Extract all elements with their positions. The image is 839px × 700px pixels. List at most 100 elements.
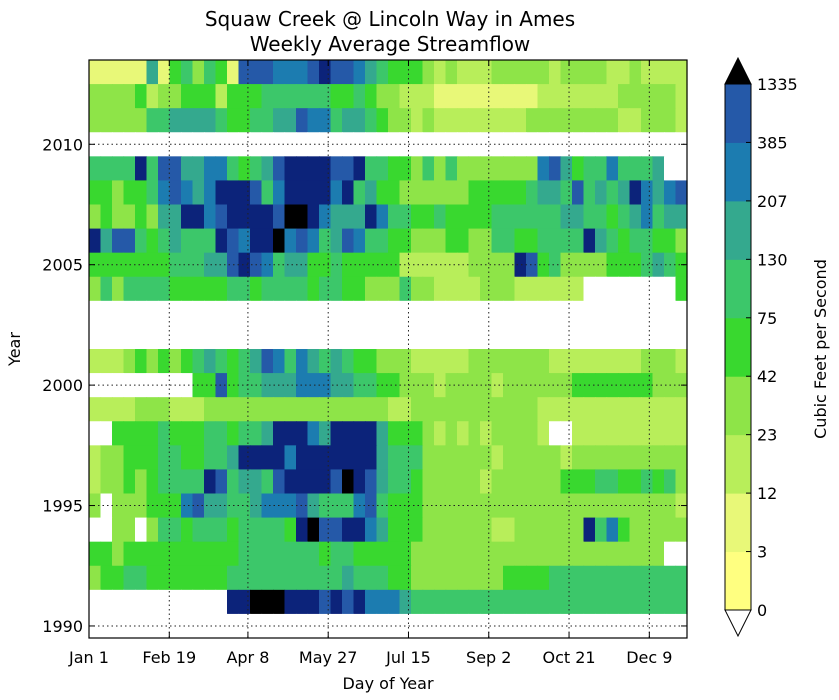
heatmap-cell [411, 300, 424, 326]
heatmap-cell [480, 324, 493, 350]
heatmap-cell [376, 349, 389, 374]
heatmap-cell [618, 397, 631, 422]
heatmap-cell [411, 493, 424, 519]
heatmap-cell [158, 397, 171, 422]
heatmap-cell [434, 60, 447, 85]
colorbar-tick-label: 130 [757, 250, 788, 269]
heatmap-cell [273, 180, 286, 206]
heatmap-cell [158, 517, 171, 543]
heatmap-cell [491, 300, 504, 326]
heatmap-cell [606, 204, 619, 230]
heatmap-cell [353, 84, 366, 109]
heatmap-cell [664, 469, 677, 495]
heatmap-cell [158, 349, 171, 374]
heatmap-cell [215, 252, 228, 278]
heatmap-cell [158, 228, 171, 254]
heatmap-cell [526, 541, 539, 567]
heatmap-cell [146, 421, 159, 446]
heatmap-cell [411, 349, 424, 374]
heatmap-cell [652, 517, 665, 543]
colorbar-segment [725, 376, 751, 436]
heatmap-cell [411, 397, 424, 422]
heatmap-cell [537, 397, 550, 422]
heatmap-cell [434, 228, 447, 254]
y-tick-label: 1990 [42, 617, 83, 636]
heatmap-cell [158, 300, 171, 326]
heatmap-cell [468, 397, 481, 422]
heatmap-cell [330, 228, 343, 254]
heatmap-cell [284, 60, 297, 85]
heatmap-cell [514, 541, 527, 567]
heatmap-cell [261, 397, 274, 422]
heatmap-cell [514, 204, 527, 230]
grid-lines [88, 60, 687, 638]
heatmap-cell [411, 132, 424, 157]
x-tick-label: Oct 21 [542, 648, 595, 667]
heatmap-cell [192, 397, 205, 422]
heatmap-cell [100, 108, 113, 133]
heatmap-cell [618, 300, 631, 326]
heatmap-cell [503, 276, 516, 302]
heatmap-cell [181, 373, 194, 398]
heatmap-cell [238, 421, 251, 446]
heatmap-cell [238, 300, 251, 326]
heatmap-cell [618, 493, 631, 519]
heatmap-cell [606, 228, 619, 254]
heatmap-cell [146, 541, 159, 567]
heatmap-cell [480, 276, 493, 302]
heatmap-cell [629, 180, 642, 206]
heatmap-cell [100, 517, 113, 543]
heatmap-cell [296, 108, 309, 133]
heatmap-cell [445, 565, 458, 591]
heatmap-cell [618, 60, 631, 85]
heatmap-cell [342, 445, 355, 471]
heatmap-cell [480, 517, 493, 543]
y-axis-label: Year [5, 332, 24, 367]
heatmap-cell [422, 324, 435, 350]
heatmap-cell [100, 84, 113, 109]
heatmap-cell [537, 84, 550, 109]
heatmap-cell [100, 349, 113, 374]
heatmap-cell [169, 517, 182, 543]
heatmap-cell [296, 60, 309, 85]
heatmap-cell [595, 349, 608, 374]
colorbar-tick-label: 75 [757, 309, 777, 328]
heatmap-cell [457, 276, 470, 302]
heatmap-cell [158, 565, 171, 591]
heatmap-cell [572, 445, 585, 471]
heatmap-cell [526, 60, 539, 85]
heatmap-cell [284, 276, 297, 302]
heatmap-cell [629, 204, 642, 230]
heatmap-cell [457, 204, 470, 230]
heatmap-cell [261, 324, 274, 350]
heatmap-cell [434, 445, 447, 471]
heatmap-cell [215, 108, 228, 133]
heatmap-cell [261, 108, 274, 133]
heatmap-cell [457, 108, 470, 133]
heatmap-cell [572, 541, 585, 567]
heatmap-cell [560, 324, 573, 350]
heatmap-cell [572, 324, 585, 350]
heatmap-cell [296, 156, 309, 182]
colorbar-tick-label: 1335 [757, 75, 798, 94]
heatmap-cell [514, 84, 527, 109]
heatmap-cell [537, 517, 550, 543]
heatmap-cell [388, 613, 401, 639]
heatmap-cell [537, 589, 550, 615]
heatmap-cell [514, 397, 527, 422]
heatmap-cell [675, 276, 688, 302]
heatmap-cell [618, 445, 631, 471]
heatmap-cell [629, 541, 642, 567]
heatmap-cell [641, 228, 654, 254]
heatmap-cell [595, 180, 608, 206]
heatmap-cell [399, 276, 412, 302]
heatmap-cell [606, 324, 619, 350]
heatmap-cell [227, 397, 240, 422]
colorbar-label: Cubic Feet per Second [811, 259, 830, 439]
heatmap-cell [503, 565, 516, 591]
heatmap-cell [388, 469, 401, 495]
heatmap-cell [595, 469, 608, 495]
heatmap-cell [503, 60, 516, 85]
heatmap-cell [652, 204, 665, 230]
heatmap-cell [365, 132, 378, 157]
